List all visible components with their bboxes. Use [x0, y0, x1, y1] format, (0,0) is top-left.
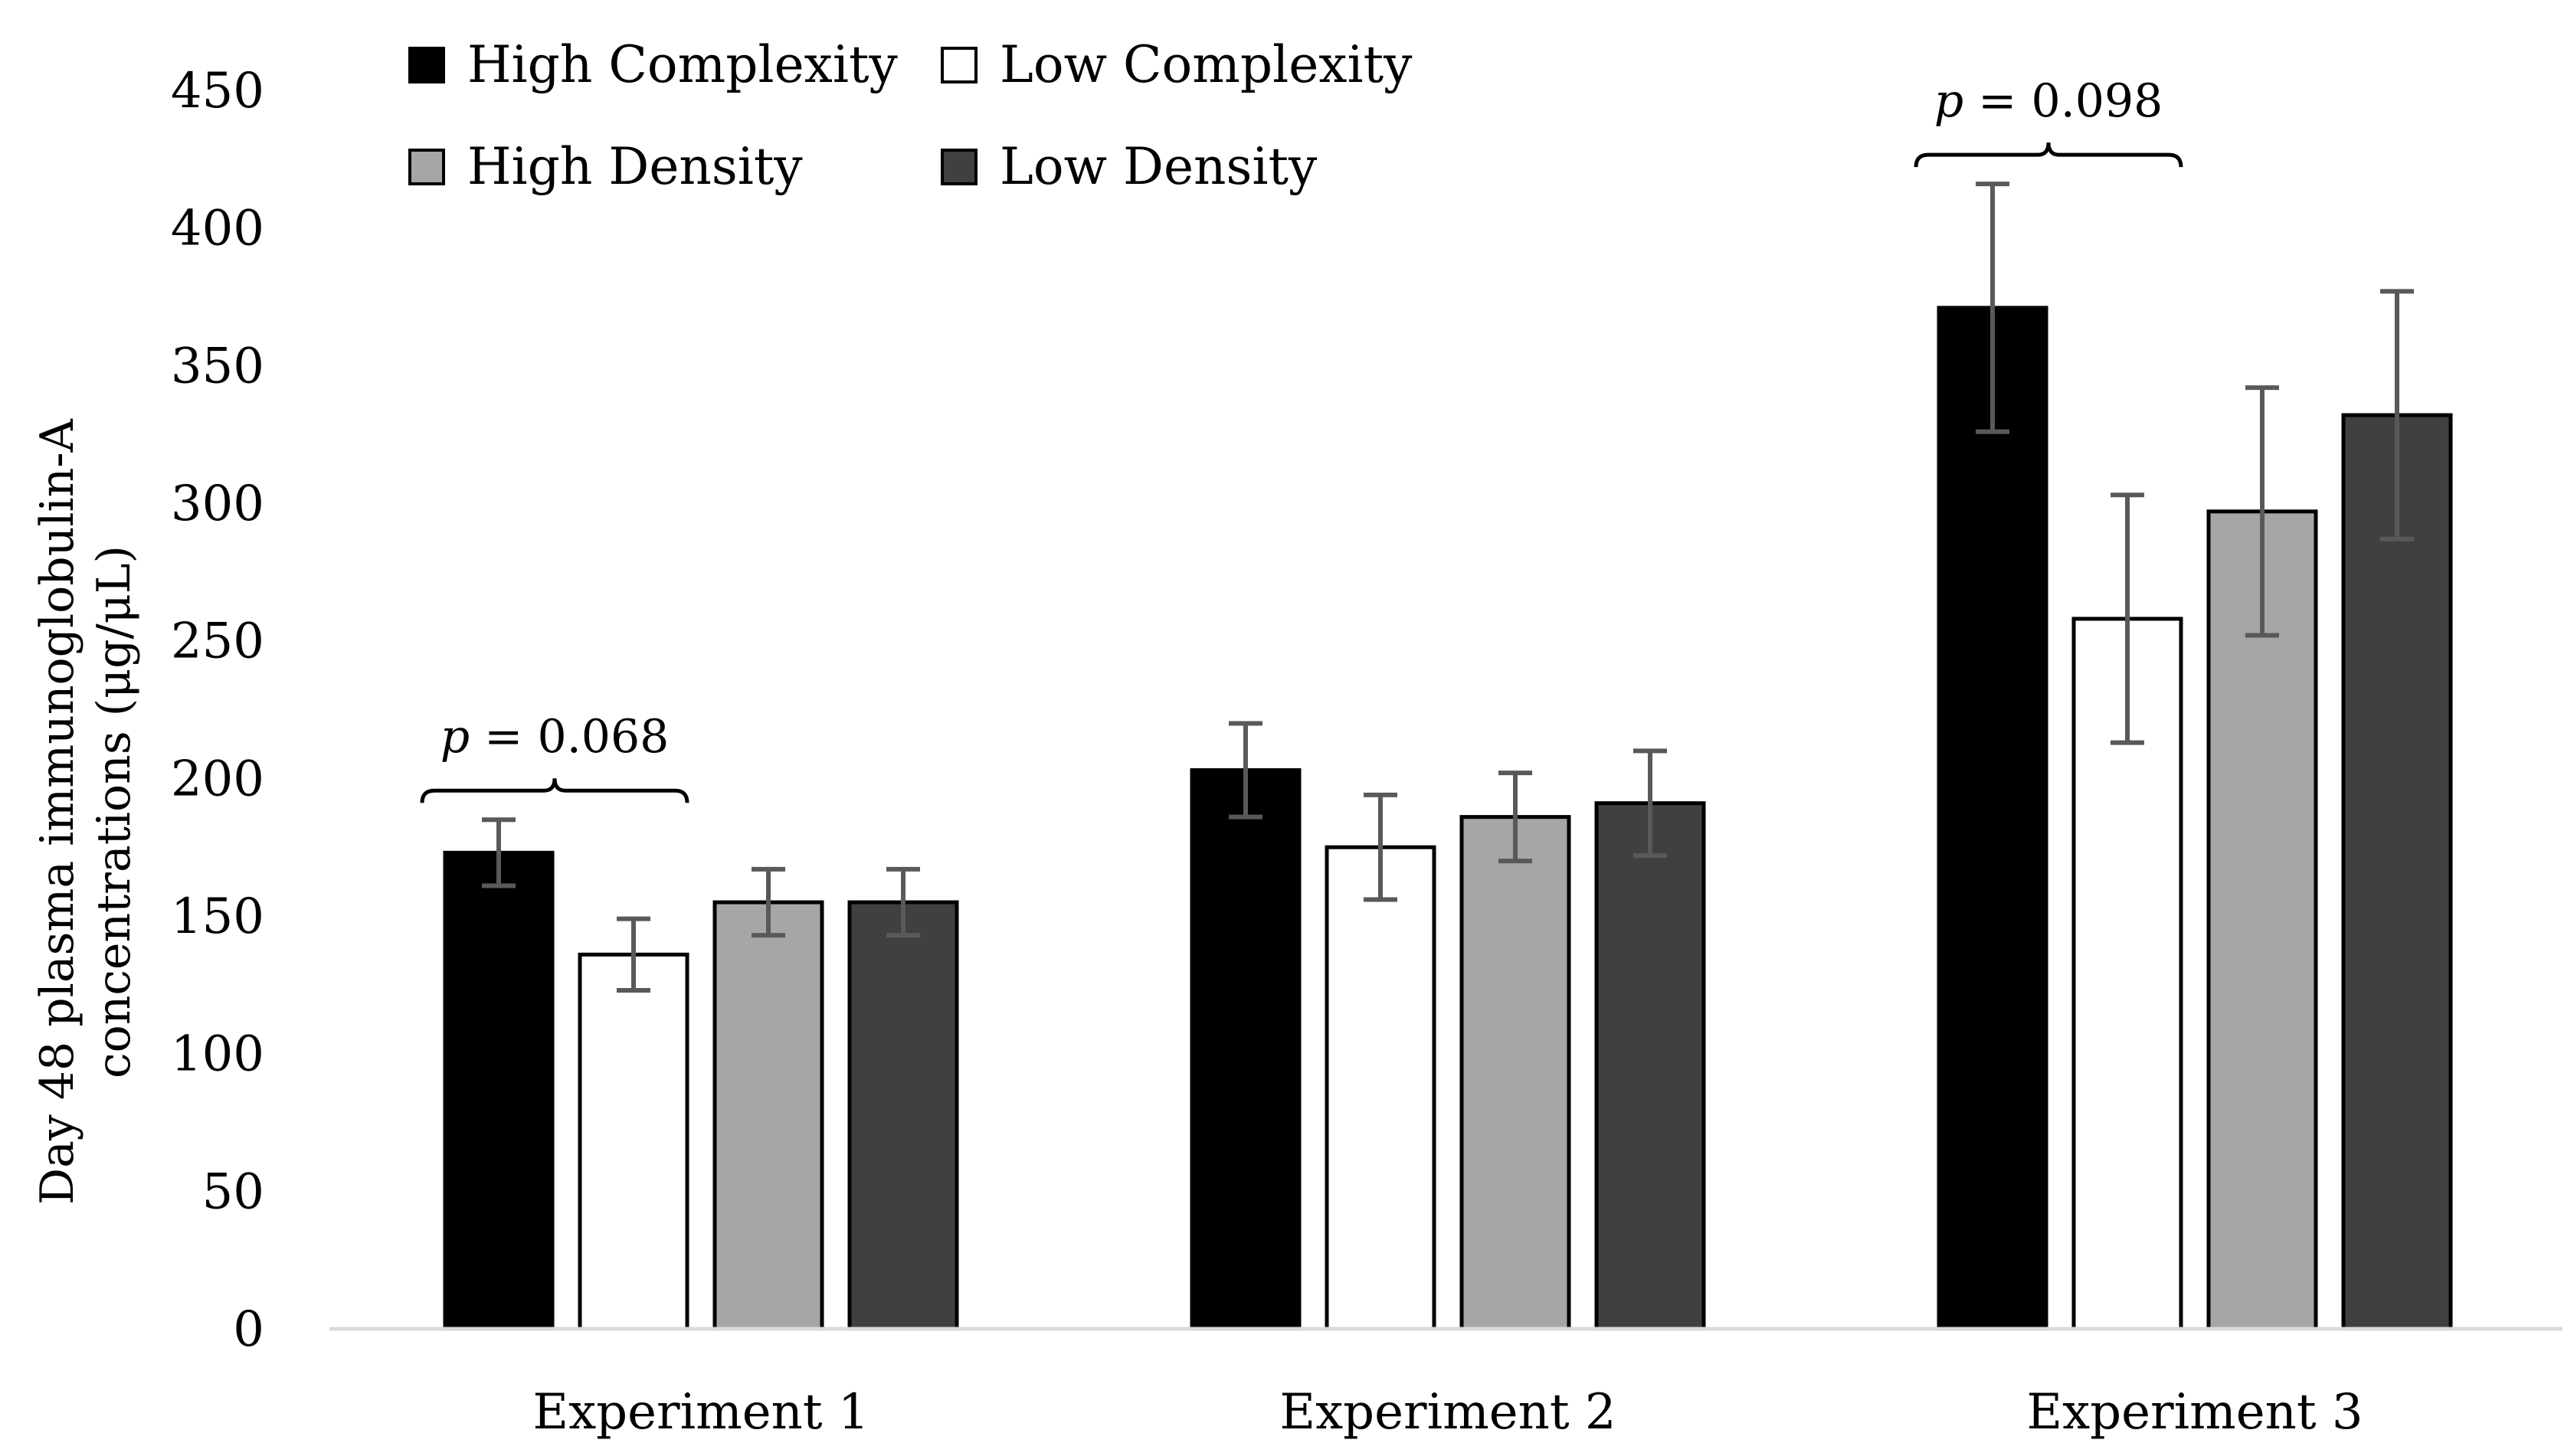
error-bar-high-density-experiment-2	[1498, 771, 1532, 864]
p-value-label: p = 0.068	[440, 710, 670, 764]
significance-bracket-experiment-1: p = 0.068	[420, 710, 689, 803]
legend-swatch	[941, 149, 978, 185]
error-bar-low-density-experiment-2	[1633, 748, 1667, 858]
legend-label: Low Density	[1000, 137, 1318, 196]
error-bars	[482, 182, 2414, 993]
legend-item-high-complexity: High Complexity	[408, 35, 898, 94]
y-tick-label: 150	[171, 888, 264, 945]
legend-label: High Complexity	[467, 35, 898, 94]
bar-high-complexity-experiment-2	[1190, 768, 1302, 1331]
y-axis-ticks: 0 50 100 150 200 250 300 350 400 450	[171, 63, 264, 1358]
bar-high-complexity-experiment-1	[443, 850, 555, 1331]
legend-item-low-complexity: Low Complexity	[941, 35, 1413, 94]
y-axis-title-line2: concentrations (μg/μL)	[87, 545, 141, 1078]
error-bar-low-density-experiment-1	[886, 866, 920, 938]
x-axis-labels: Experiment 1 Experiment 2 Experiment 3	[532, 1384, 2363, 1441]
error-bar-high-complexity-experiment-3	[1976, 182, 2009, 434]
bar-high-density-experiment-3	[2206, 509, 2318, 1331]
significance-bracket-experiment-3: p = 0.098	[1914, 74, 2183, 168]
y-axis-title-line1: Day 48 plasma immunoglobulin-A	[31, 418, 84, 1205]
legend: High Complexity Low Complexity High Densit…	[408, 35, 1413, 196]
y-tick-label: 0	[233, 1301, 264, 1358]
y-tick-label: 300	[171, 476, 264, 532]
bar-low-density-experiment-2	[1594, 801, 1706, 1331]
legend-swatch	[941, 47, 978, 83]
error-bar-low-complexity-experiment-2	[1364, 792, 1397, 902]
y-tick-label: 200	[171, 751, 264, 807]
p-value-label: p = 0.098	[1934, 74, 2163, 128]
legend-swatch	[408, 47, 445, 83]
error-bar-high-density-experiment-3	[2245, 385, 2279, 638]
x-tick-label-experiment-1: Experiment 1	[532, 1384, 869, 1441]
bar-low-complexity-experiment-2	[1325, 845, 1436, 1331]
y-tick-label: 50	[202, 1163, 264, 1220]
legend-item-high-density: High Density	[408, 137, 803, 196]
bar-high-density-experiment-2	[1459, 815, 1571, 1331]
bars	[443, 306, 2453, 1331]
bar-low-density-experiment-1	[847, 900, 959, 1331]
y-tick-label: 250	[171, 613, 264, 670]
legend-swatch	[408, 149, 445, 185]
legend-label: High Density	[467, 137, 803, 196]
legend-label: Low Complexity	[1000, 35, 1413, 94]
bar-low-density-experiment-3	[2341, 413, 2453, 1331]
y-tick-label: 400	[171, 201, 264, 257]
error-bar-low-density-experiment-3	[2380, 289, 2414, 542]
x-tick-label-experiment-2: Experiment 2	[1279, 1384, 1616, 1441]
bar-high-density-experiment-1	[712, 900, 824, 1331]
error-bar-high-complexity-experiment-1	[482, 817, 516, 888]
y-tick-label: 350	[171, 338, 264, 394]
significance-annotations: p = 0.068 p = 0.098	[420, 74, 2183, 803]
y-tick-label: 100	[171, 1026, 264, 1083]
error-bar-low-complexity-experiment-1	[617, 916, 650, 993]
error-bar-high-density-experiment-1	[752, 866, 785, 938]
error-bar-low-complexity-experiment-3	[2111, 492, 2144, 745]
bar-low-complexity-experiment-1	[578, 952, 689, 1331]
x-tick-label-experiment-3: Experiment 3	[2026, 1384, 2363, 1441]
bar-high-complexity-experiment-3	[1937, 306, 2048, 1331]
legend-item-low-density: Low Density	[941, 137, 1318, 196]
y-tick-label: 450	[171, 63, 264, 119]
y-axis-title: Day 48 plasma immunoglobulin-A concentra…	[31, 418, 141, 1205]
error-bar-high-complexity-experiment-2	[1229, 721, 1262, 820]
